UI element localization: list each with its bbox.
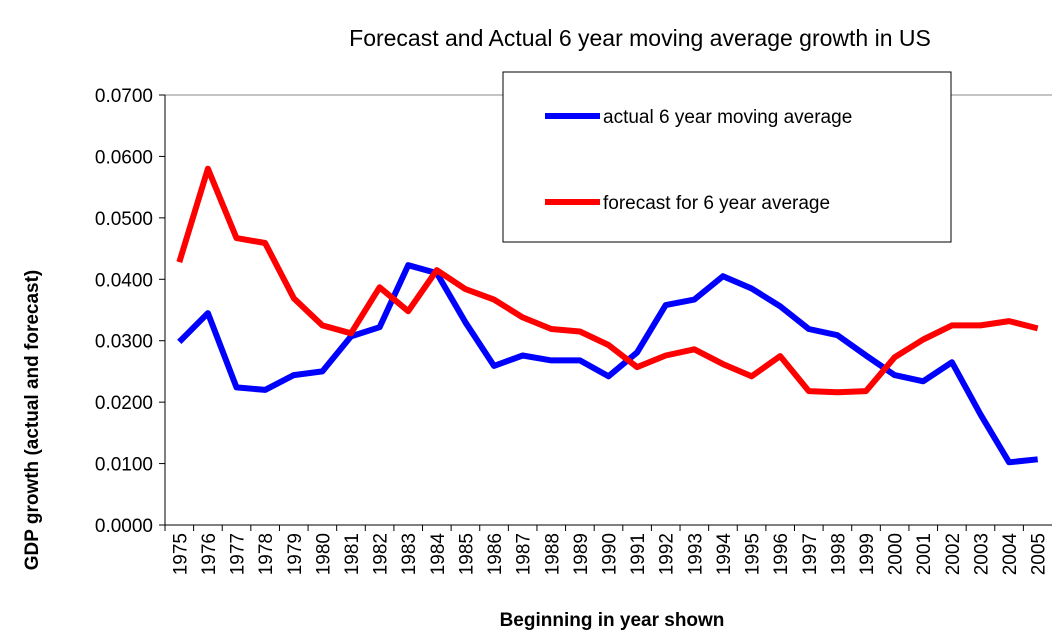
x-tick-label: 1979 — [285, 533, 306, 575]
x-tick-label: 1983 — [399, 533, 420, 575]
x-tick-label: 1990 — [600, 533, 621, 575]
series-line — [177, 262, 1039, 466]
x-tick-label: 1981 — [342, 533, 363, 575]
y-tick-label: 0.0400 — [95, 270, 153, 291]
x-tick-label: 2003 — [971, 533, 992, 575]
x-tick-label: 1987 — [514, 533, 535, 575]
x-tick-label: 2005 — [1029, 533, 1050, 575]
y-tick-label: 0.0300 — [95, 332, 153, 353]
x-tick-label: 1992 — [657, 533, 678, 575]
x-tick-label: 1994 — [714, 533, 735, 576]
x-tick-label: 1996 — [771, 533, 792, 575]
y-tick-label: 0.0700 — [95, 86, 153, 107]
x-tick-label: 1985 — [456, 533, 477, 575]
legend-label: actual 6 year moving average — [603, 107, 852, 128]
x-tick-label: 2001 — [914, 533, 935, 575]
x-tick-label: 1991 — [628, 533, 649, 575]
y-tick-label: 0.0000 — [95, 516, 153, 537]
x-tick-label: 2002 — [943, 533, 964, 575]
x-tick-label: 1976 — [199, 533, 220, 575]
x-tick-label: 1999 — [857, 533, 878, 575]
x-tick-label: 1982 — [371, 533, 392, 575]
x-tick-label: 1993 — [685, 533, 706, 575]
x-tick-label: 1978 — [256, 533, 277, 575]
legend-box — [502, 71, 952, 243]
legend-label: forecast for 6 year average — [603, 193, 830, 214]
x-tick-label: 1998 — [828, 533, 849, 575]
chart-title: Forecast and Actual 6 year moving averag… — [349, 25, 931, 51]
x-tick-label: 1988 — [542, 533, 563, 575]
x-tick-label: 1984 — [428, 533, 449, 576]
x-tick-label: 1986 — [485, 533, 506, 575]
series-line — [176, 165, 1039, 396]
x-tick-label: 1977 — [228, 533, 249, 575]
y-tick-label: 0.0100 — [95, 455, 153, 476]
y-tick-label: 0.0500 — [95, 209, 153, 230]
x-tick-label: 1975 — [170, 533, 191, 575]
y-tick-label: 0.0200 — [95, 393, 153, 414]
x-tick-label: 2004 — [1000, 533, 1021, 576]
x-tick-label: 1980 — [313, 533, 334, 575]
x-tick-label: 1997 — [800, 533, 821, 575]
y-tick-label: 0.0600 — [95, 147, 153, 168]
x-tick-label: 1995 — [743, 533, 764, 575]
x-tick-label: 2000 — [886, 533, 907, 575]
y-axis-label: GDP growth (actual and forecast) — [22, 270, 43, 571]
x-axis-label: Beginning in year shown — [500, 610, 725, 631]
x-tick-label: 1989 — [571, 533, 592, 575]
